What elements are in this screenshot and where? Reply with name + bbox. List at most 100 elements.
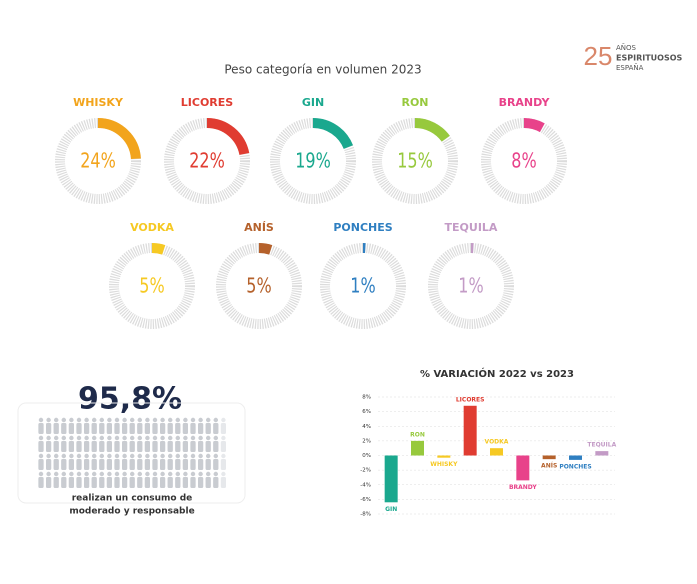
person-body <box>106 459 112 470</box>
person-body <box>68 459 74 470</box>
person-head <box>107 417 112 423</box>
person-body <box>167 441 173 452</box>
person-body <box>144 423 150 434</box>
person-body <box>220 459 226 470</box>
person-body <box>213 423 219 434</box>
person-head <box>99 435 105 441</box>
category-label: WHISKY <box>73 96 124 109</box>
person-body <box>114 423 120 434</box>
logo-line: ESPAÑA <box>616 63 644 72</box>
person-body <box>175 423 181 434</box>
person-head <box>198 471 203 477</box>
person-head <box>61 453 66 459</box>
person-head <box>145 471 150 477</box>
person-head <box>160 471 165 477</box>
person-head <box>221 435 226 441</box>
person-head <box>130 471 135 477</box>
person-body <box>46 459 52 470</box>
person-body <box>205 477 211 488</box>
person-body <box>213 477 219 488</box>
person-head <box>114 471 120 477</box>
chart-title: Peso categoría en volumen 2023 <box>224 63 421 77</box>
person-head <box>130 435 135 441</box>
person-body <box>76 441 82 452</box>
person-body <box>198 441 204 452</box>
person-head <box>145 435 150 441</box>
person-body <box>190 459 196 470</box>
person-body <box>38 423 44 434</box>
person-body <box>198 477 204 488</box>
person-body <box>91 459 97 470</box>
donut-arc <box>372 118 458 204</box>
person-head <box>122 435 127 441</box>
person-head <box>69 453 74 459</box>
person-head <box>213 435 218 441</box>
person-head <box>99 471 105 477</box>
donut-arc <box>164 118 250 204</box>
person-body <box>84 459 90 470</box>
person-head <box>61 435 66 441</box>
person-head <box>137 471 142 477</box>
person-head <box>160 453 165 459</box>
person-head <box>221 417 226 423</box>
person-body <box>53 423 59 434</box>
person-head <box>76 453 82 459</box>
person-body <box>205 459 211 470</box>
category-label: BRANDY <box>499 96 551 109</box>
person-body <box>38 477 44 488</box>
person-body <box>99 459 105 470</box>
person-head <box>92 471 97 477</box>
y-tick-label: 0% <box>362 453 371 459</box>
person-body <box>220 441 226 452</box>
person-body <box>190 423 196 434</box>
person-body <box>76 459 82 470</box>
person-body <box>137 441 143 452</box>
bar-label: WHISKY <box>430 461 458 468</box>
person-head <box>54 435 59 441</box>
person-head <box>84 417 89 423</box>
person-body <box>160 477 166 488</box>
person-head <box>130 417 135 423</box>
person-head <box>183 471 188 477</box>
person-body <box>220 477 226 488</box>
bar-label: RON <box>410 431 425 438</box>
person-body <box>137 477 143 488</box>
person-body <box>137 459 143 470</box>
y-tick-label: -6% <box>360 497 371 503</box>
donut-arc <box>270 118 356 204</box>
person-head <box>221 453 226 459</box>
bar <box>569 455 582 460</box>
person-head <box>213 417 218 423</box>
person-body <box>68 477 74 488</box>
person-head <box>175 435 180 441</box>
person-head <box>183 453 188 459</box>
person-head <box>168 471 173 477</box>
person-body <box>160 459 166 470</box>
bar <box>437 455 451 458</box>
person-head <box>137 453 142 459</box>
person-head <box>99 453 105 459</box>
category-label: VODKA <box>130 221 174 234</box>
logo-number: 25 <box>584 41 613 71</box>
person-head <box>221 471 226 477</box>
person-body <box>61 477 67 488</box>
person-body <box>53 477 59 488</box>
person-body <box>122 423 128 434</box>
person-head <box>168 417 173 423</box>
person-body <box>167 459 173 470</box>
person-body <box>152 459 158 470</box>
person-body <box>144 441 150 452</box>
bar-label: ANÍS <box>541 462 557 470</box>
value-label: 24% <box>80 150 116 173</box>
person-head <box>168 435 173 441</box>
person-body <box>106 477 112 488</box>
person-head <box>152 417 158 423</box>
person-head <box>152 471 158 477</box>
person-head <box>160 417 165 423</box>
donut-arc <box>109 243 195 329</box>
person-head <box>168 453 173 459</box>
category-label: LICORES <box>181 96 234 109</box>
category-label: TEQUILA <box>445 221 498 234</box>
person-head <box>183 435 188 441</box>
value-label: 5% <box>139 275 164 298</box>
